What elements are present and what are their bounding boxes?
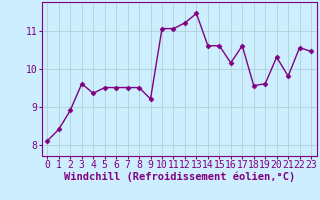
X-axis label: Windchill (Refroidissement éolien,°C): Windchill (Refroidissement éolien,°C)	[64, 172, 295, 182]
